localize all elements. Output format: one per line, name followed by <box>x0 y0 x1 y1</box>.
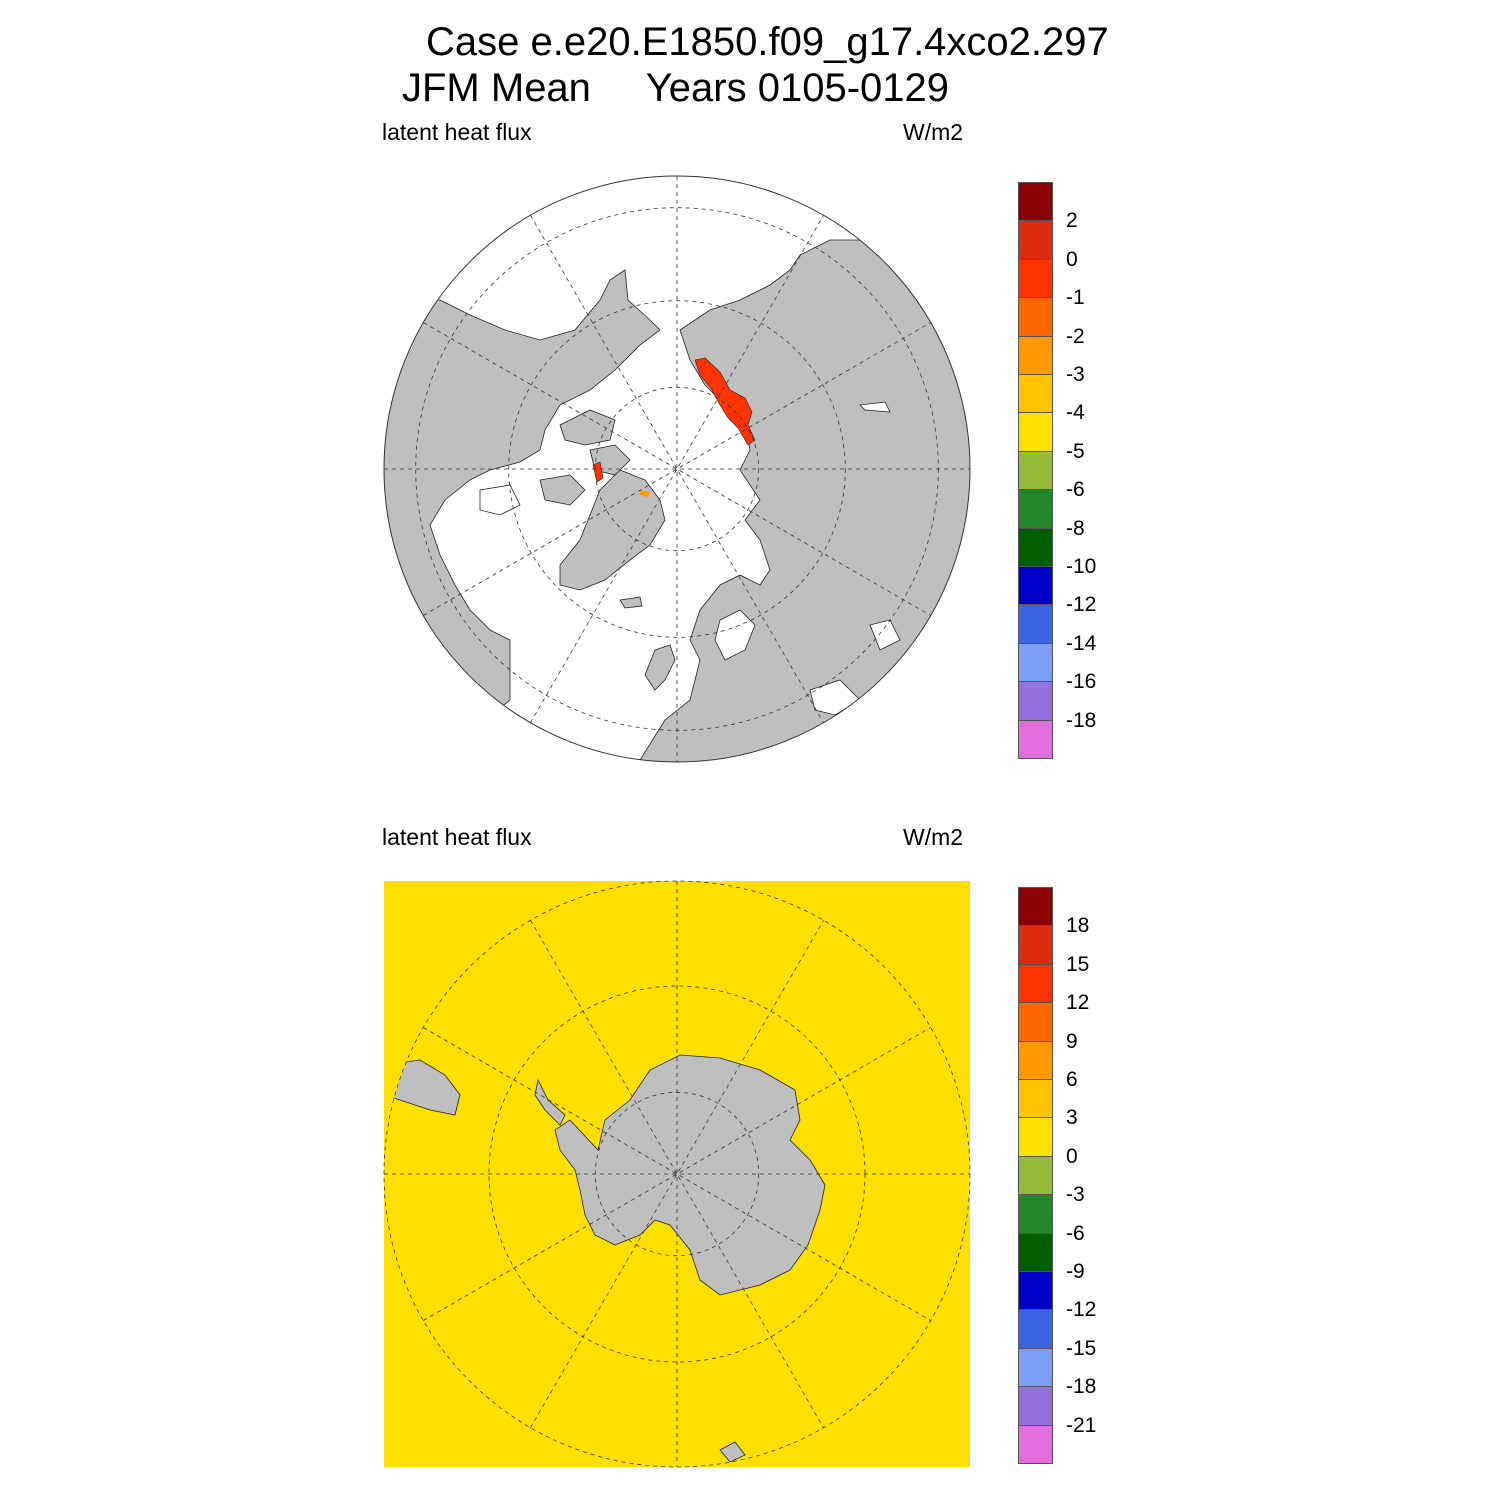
colorbar-tick-label: -6 <box>1066 1221 1085 1245</box>
colorbar-swatch <box>1018 527 1053 567</box>
colorbar-swatch <box>1018 1424 1053 1464</box>
colorbar-tick-label: -10 <box>1066 555 1097 578</box>
colorbar-swatch <box>1018 258 1053 299</box>
colorbar-tick-label: 6 <box>1066 1068 1078 1091</box>
plot-title-line-2: JFM Mean Years 0105-0129 <box>402 66 949 110</box>
colorbar-tick-label: -15 <box>1066 1336 1097 1360</box>
colorbar-tick-label: 9 <box>1066 1029 1078 1053</box>
colorbar-swatch <box>1018 1232 1053 1272</box>
colorbar-tick-label: 3 <box>1066 1106 1078 1130</box>
colorbar-swatch <box>1018 604 1053 644</box>
colorbar-tick-label: -4 <box>1066 401 1085 425</box>
colorbar-swatch <box>1018 719 1053 759</box>
colorbar-tick-label: -3 <box>1066 1183 1085 1207</box>
colorbar-swatch <box>1018 1079 1053 1119</box>
colorbar-swatch <box>1018 1194 1053 1234</box>
colorbar-tick-label: 15 <box>1066 952 1090 976</box>
colorbar-tick-label: -16 <box>1066 670 1097 694</box>
colorbar-tick-label: -6 <box>1066 478 1085 502</box>
colorbar-swatch <box>1018 1117 1053 1157</box>
colorbar-tick-label: -1 <box>1066 286 1085 310</box>
colorbar-swatch <box>1018 182 1053 222</box>
colorbar-tick-label: -14 <box>1066 631 1097 655</box>
bottom-panel-variable-label: latent heat flux <box>382 824 532 850</box>
top-panel-variable-label: latent heat flux <box>382 119 532 145</box>
bottom-colorbar: 18 15 12 9 6 3 0 -3 -6 -9 -12 -15 -18 -21 <box>1018 887 1096 1464</box>
south-graticule <box>383 880 971 1468</box>
colorbar-tick-label: -8 <box>1066 516 1085 540</box>
colorbar-swatch <box>1018 1002 1053 1042</box>
colorbar-swatch <box>1018 1347 1053 1388</box>
colorbar-swatch <box>1018 1155 1053 1196</box>
colorbar-tick-label: -12 <box>1066 1298 1097 1322</box>
colorbar-swatch <box>1018 374 1053 414</box>
colorbar-tick-label: -18 <box>1066 708 1097 732</box>
colorbar-swatch <box>1018 566 1053 606</box>
north-polar-map <box>383 175 971 763</box>
colorbar-swatch <box>1018 887 1053 927</box>
colorbar-swatch <box>1018 1040 1053 1080</box>
colorbar-swatch <box>1018 681 1053 721</box>
colorbar-tick-label: 12 <box>1066 991 1090 1015</box>
bottom-panel-units-label: W/m2 <box>903 824 964 850</box>
colorbar-tick-label: -18 <box>1066 1375 1097 1399</box>
plot-title-line-1: Case e.e20.E1850.f09_g17.4xco2.297 <box>426 20 1109 64</box>
north-graticule <box>384 176 970 762</box>
colorbar-tick-label: -2 <box>1066 324 1085 348</box>
colorbar-swatch <box>1018 412 1053 452</box>
colorbar-swatch <box>1018 335 1053 375</box>
colorbar-swatch <box>1018 1309 1053 1349</box>
colorbar-swatch <box>1018 925 1053 965</box>
colorbar-tick-label: 0 <box>1066 1144 1078 1168</box>
colorbar-swatch <box>1018 642 1053 683</box>
colorbar-tick-label: -3 <box>1066 363 1085 386</box>
colorbar-tick-label: 2 <box>1066 209 1078 233</box>
colorbar-tick-label: -9 <box>1066 1260 1085 1283</box>
colorbar-tick-label: -21 <box>1066 1413 1097 1437</box>
colorbar-swatch <box>1018 1386 1053 1426</box>
colorbar-swatch <box>1018 1271 1053 1311</box>
colorbar-tick-label: 0 <box>1066 247 1078 271</box>
colorbar-tick-label: -5 <box>1066 439 1085 463</box>
colorbar-tick-label: 18 <box>1066 914 1090 938</box>
colorbar-swatch <box>1018 489 1053 529</box>
colorbar-swatch <box>1018 963 1053 1004</box>
colorbar-tick-label: -12 <box>1066 593 1097 617</box>
top-panel-units-label: W/m2 <box>903 119 964 145</box>
top-colorbar: 2 0 -1 -2 -3 -4 -5 -6 -8 -10 -12 -14 -16 -18 <box>1018 182 1096 759</box>
colorbar-swatch <box>1018 297 1053 337</box>
south-polar-map <box>383 880 971 1468</box>
colorbar-swatch <box>1018 220 1053 260</box>
colorbar-swatch <box>1018 450 1053 491</box>
